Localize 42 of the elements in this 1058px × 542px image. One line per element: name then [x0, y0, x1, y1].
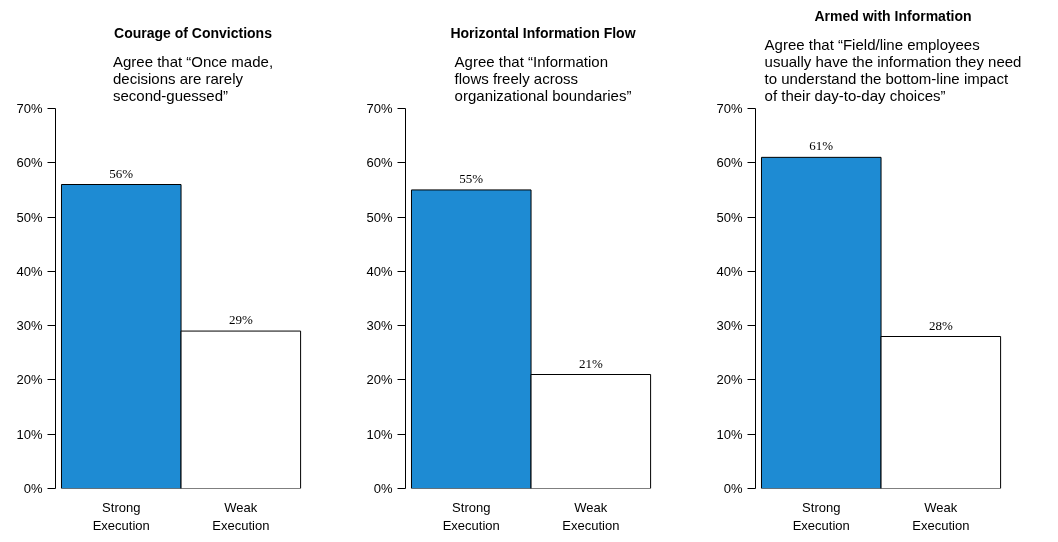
- y-tick-label: 60%: [366, 155, 393, 171]
- y-tick-label: 10%: [16, 426, 43, 442]
- y-tick-label: 20%: [366, 372, 393, 388]
- chart-subtitle: Agree that “Once made, decisions are rarely second-guessed”: [112, 52, 274, 104]
- y-tick-label: 70%: [716, 101, 743, 116]
- y-tick-label: 60%: [716, 155, 743, 171]
- x-tick-label: Weak Execution: [212, 499, 270, 533]
- y-tick-label: 50%: [16, 209, 43, 225]
- y-tick-label: 50%: [366, 209, 393, 225]
- x-tick-label: Weak Execution: [562, 499, 620, 533]
- y-tick-label: 30%: [716, 318, 743, 334]
- data-label: 56%: [109, 165, 134, 181]
- x-tick-label: Strong Execution: [442, 499, 500, 533]
- chart-title: Armed with Information: [814, 7, 972, 24]
- y-tick-label: 10%: [716, 426, 743, 442]
- y-tick-label: 40%: [16, 263, 43, 279]
- x-tick-label: Strong Execution: [92, 499, 150, 533]
- chart-subtitle: Agree that “Field/line employees usually have the information they need to understand the bottom-line impact of their day-to-day choices”: [764, 35, 1022, 104]
- y-tick-label: 70%: [16, 101, 43, 116]
- y-tick-label: 20%: [16, 372, 43, 388]
- data-label: 61%: [809, 138, 834, 154]
- y-tick-label: 0%: [723, 481, 743, 496]
- y-tick-label: 70%: [366, 101, 393, 116]
- y-tick-label: 50%: [716, 209, 743, 225]
- x-tick-label: Strong Execution: [792, 499, 850, 533]
- y-tick-label: 20%: [716, 372, 743, 388]
- y-tick-label: 30%: [366, 318, 393, 334]
- y-tick-label: 30%: [16, 318, 43, 334]
- y-tick-label: 10%: [366, 426, 393, 442]
- data-label: 55%: [459, 170, 484, 186]
- data-label: 29%: [228, 312, 253, 328]
- data-label: 21%: [578, 355, 603, 371]
- y-tick-label: 0%: [373, 481, 393, 496]
- chart-title: Horizontal Information Flow: [450, 24, 636, 41]
- y-tick-label: 60%: [16, 155, 43, 171]
- y-tick-label: 0%: [23, 481, 43, 496]
- x-tick-label: Weak Execution: [912, 499, 970, 533]
- chart-subtitle: Agree that “Information flows freely across organizational boundaries”: [454, 52, 632, 104]
- y-tick-label: 40%: [366, 263, 393, 279]
- y-tick-label: 40%: [716, 263, 743, 279]
- data-label: 28%: [928, 317, 953, 333]
- chart-title: Courage of Convictions: [114, 24, 273, 41]
